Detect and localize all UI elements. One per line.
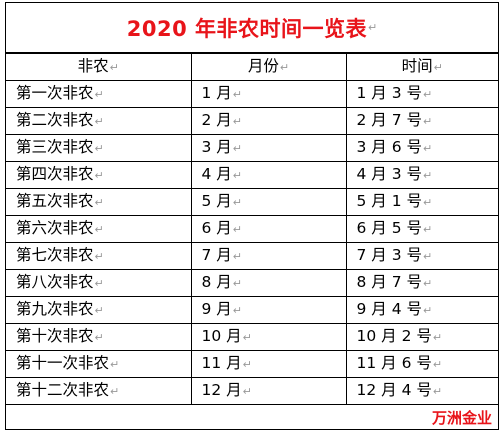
cell-month: 4 月↵ bbox=[190, 161, 347, 189]
cell-month: 9 月↵ bbox=[190, 296, 347, 324]
table-row: 第六次非农↵ 6 月↵ 6 月 5 号↵ bbox=[6, 215, 498, 243]
paragraph-mark-icon: ↵ bbox=[433, 61, 443, 74]
paragraph-mark-icon: ↵ bbox=[232, 142, 243, 155]
cell-month: 8 月↵ bbox=[190, 269, 347, 297]
cell-month: 3 月↵ bbox=[190, 134, 347, 162]
paragraph-mark-icon: ↵ bbox=[423, 196, 433, 209]
paragraph-mark-icon: ↵ bbox=[94, 223, 104, 236]
cell-nonfarm: 第十次非农↵ bbox=[6, 323, 192, 351]
cell-time: 11 月 6 号↵ bbox=[345, 350, 498, 378]
cell-nonfarm: 第十一次非农↵ bbox=[6, 350, 192, 378]
cell-nonfarm: 第七次非农↵ bbox=[6, 242, 192, 270]
paragraph-mark-icon: ↵ bbox=[232, 250, 243, 263]
paragraph-mark-icon: ↵ bbox=[109, 61, 119, 74]
header-row: 非农↵ 月份↵ 时间↵ bbox=[6, 53, 498, 81]
cell-nonfarm: 第二次非农↵ bbox=[6, 107, 192, 135]
paragraph-mark-icon: ↵ bbox=[423, 277, 433, 290]
paragraph-mark-icon: ↵ bbox=[110, 385, 120, 398]
cell-time: 3 月 6 号↵ bbox=[345, 134, 498, 162]
table-row: 第七次非农↵ 7 月↵ 7 月 3 号↵ bbox=[6, 242, 498, 270]
cell-time: 8 月 7 号↵ bbox=[345, 269, 498, 297]
column-header-time: 时间↵ bbox=[345, 53, 498, 81]
cell-time: 12 月 4 号↵ bbox=[345, 377, 498, 405]
paragraph-mark-icon: ↵ bbox=[232, 115, 243, 128]
paragraph-mark-icon: ↵ bbox=[94, 196, 104, 209]
cell-time: 7 月 3 号↵ bbox=[345, 242, 498, 270]
paragraph-mark-icon: ↵ bbox=[432, 331, 443, 344]
paragraph-mark-icon: ↵ bbox=[232, 196, 243, 209]
cell-time: 4 月 3 号↵ bbox=[345, 161, 498, 189]
paragraph-mark-icon: ↵ bbox=[94, 88, 104, 101]
cell-month: 11 月↵ bbox=[190, 350, 347, 378]
cell-time: 1 月 3 号↵ bbox=[345, 80, 498, 108]
paragraph-mark-icon: ↵ bbox=[279, 61, 290, 74]
cell-month: 6 月↵ bbox=[190, 215, 347, 243]
cell-nonfarm: 第四次非农↵ bbox=[6, 161, 192, 189]
paragraph-mark-icon: ↵ bbox=[94, 142, 104, 155]
paragraph-mark-icon: ↵ bbox=[423, 115, 433, 128]
cell-nonfarm: 第一次非农↵ bbox=[6, 80, 192, 108]
cell-nonfarm: 第六次非农↵ bbox=[6, 215, 192, 243]
schedule-table: 非农↵ 月份↵ 时间↵ 第一次非农↵ 1 月↵ 1 月 3 号↵ 第二次非农↵ 2 月↵… bbox=[6, 53, 498, 405]
table-row: 第五次非农↵ 5 月↵ 5 月 1 号↵ bbox=[6, 188, 498, 216]
paragraph-mark-icon: ↵ bbox=[423, 223, 433, 236]
paragraph-mark-icon: ↵ bbox=[232, 169, 243, 182]
cell-time: 10 月 2 号↵ bbox=[345, 323, 498, 351]
title-row: 2020 年非农时间一览表 ↵ bbox=[6, 3, 498, 53]
paragraph-mark-icon: ↵ bbox=[423, 250, 433, 263]
table-body: 第一次非农↵ 1 月↵ 1 月 3 号↵ 第二次非农↵ 2 月↵ 2 月 7 号↵ 第三次非… bbox=[6, 80, 498, 405]
paragraph-mark-icon: ↵ bbox=[232, 88, 243, 101]
paragraph-mark-icon: ↵ bbox=[94, 331, 104, 344]
cell-nonfarm: 第十二次非农↵ bbox=[6, 377, 192, 405]
paragraph-mark-icon: ↵ bbox=[423, 304, 433, 317]
cell-nonfarm: 第三次非农↵ bbox=[6, 134, 192, 162]
paragraph-mark-icon: ↵ bbox=[110, 358, 120, 371]
cell-time: 6 月 5 号↵ bbox=[345, 215, 498, 243]
paragraph-mark-icon: ↵ bbox=[94, 115, 104, 128]
table-row: 第八次非农↵ 8 月↵ 8 月 7 号↵ bbox=[6, 269, 498, 297]
cell-time: 5 月 1 号↵ bbox=[345, 188, 498, 216]
cell-month: 1 月↵ bbox=[190, 80, 347, 108]
paragraph-mark-icon: ↵ bbox=[432, 358, 443, 371]
table-row: 第二次非农↵ 2 月↵ 2 月 7 号↵ bbox=[6, 107, 498, 135]
footer-row: 万洲金业 bbox=[6, 405, 498, 429]
table-row: 第一次非农↵ 1 月↵ 1 月 3 号↵ bbox=[6, 80, 498, 108]
paragraph-mark-icon: ↵ bbox=[242, 385, 252, 398]
brand-label: 万洲金业 bbox=[431, 408, 492, 427]
cell-month: 12 月↵ bbox=[190, 377, 347, 405]
cell-month: 7 月↵ bbox=[190, 242, 347, 270]
paragraph-mark-icon: ↵ bbox=[232, 223, 243, 236]
cell-nonfarm: 第五次非农↵ bbox=[6, 188, 192, 216]
paragraph-mark-icon: ↵ bbox=[232, 304, 243, 317]
table-row: 第十一次非农↵ 11 月↵ 11 月 6 号↵ bbox=[6, 350, 498, 378]
paragraph-mark-icon: ↵ bbox=[242, 358, 252, 371]
paragraph-mark-icon: ↵ bbox=[432, 385, 443, 398]
cell-month: 5 月↵ bbox=[190, 188, 347, 216]
paragraph-mark-icon: ↵ bbox=[423, 142, 433, 155]
table-row: 第十次非农↵ 10 月↵ 10 月 2 号↵ bbox=[6, 323, 498, 351]
paragraph-mark-icon: ↵ bbox=[368, 21, 378, 34]
cell-month: 2 月↵ bbox=[190, 107, 347, 135]
cell-nonfarm: 第九次非农↵ bbox=[6, 296, 192, 324]
table-row: 第十二次非农↵ 12 月↵ 12 月 4 号↵ bbox=[6, 377, 498, 405]
paragraph-mark-icon: ↵ bbox=[94, 277, 104, 290]
table-row: 第三次非农↵ 3 月↵ 3 月 6 号↵ bbox=[6, 134, 498, 162]
paragraph-mark-icon: ↵ bbox=[94, 304, 104, 317]
cell-month: 10 月↵ bbox=[190, 323, 347, 351]
cell-nonfarm: 第八次非农↵ bbox=[6, 269, 192, 297]
column-header-month: 月份↵ bbox=[190, 53, 347, 81]
table-row: 第九次非农↵ 9 月↵ 9 月 4 号↵ bbox=[6, 296, 498, 324]
paragraph-mark-icon: ↵ bbox=[423, 169, 433, 182]
paragraph-mark-icon: ↵ bbox=[232, 277, 243, 290]
paragraph-mark-icon: ↵ bbox=[242, 331, 252, 344]
cell-time: 9 月 4 号↵ bbox=[345, 296, 498, 324]
document-table-frame: 2020 年非农时间一览表 ↵ 非农↵ 月份↵ 时间↵ 第一次非农↵ 1 月↵ 1 月… bbox=[5, 2, 499, 430]
paragraph-mark-icon: ↵ bbox=[94, 169, 104, 182]
column-header-nonfarm: 非农↵ bbox=[6, 53, 192, 81]
cell-time: 2 月 7 号↵ bbox=[345, 107, 498, 135]
paragraph-mark-icon: ↵ bbox=[423, 88, 433, 101]
paragraph-mark-icon: ↵ bbox=[94, 250, 104, 263]
table-row: 第四次非农↵ 4 月↵ 4 月 3 号↵ bbox=[6, 161, 498, 189]
page-title: 2020 年非农时间一览表 bbox=[126, 16, 368, 41]
